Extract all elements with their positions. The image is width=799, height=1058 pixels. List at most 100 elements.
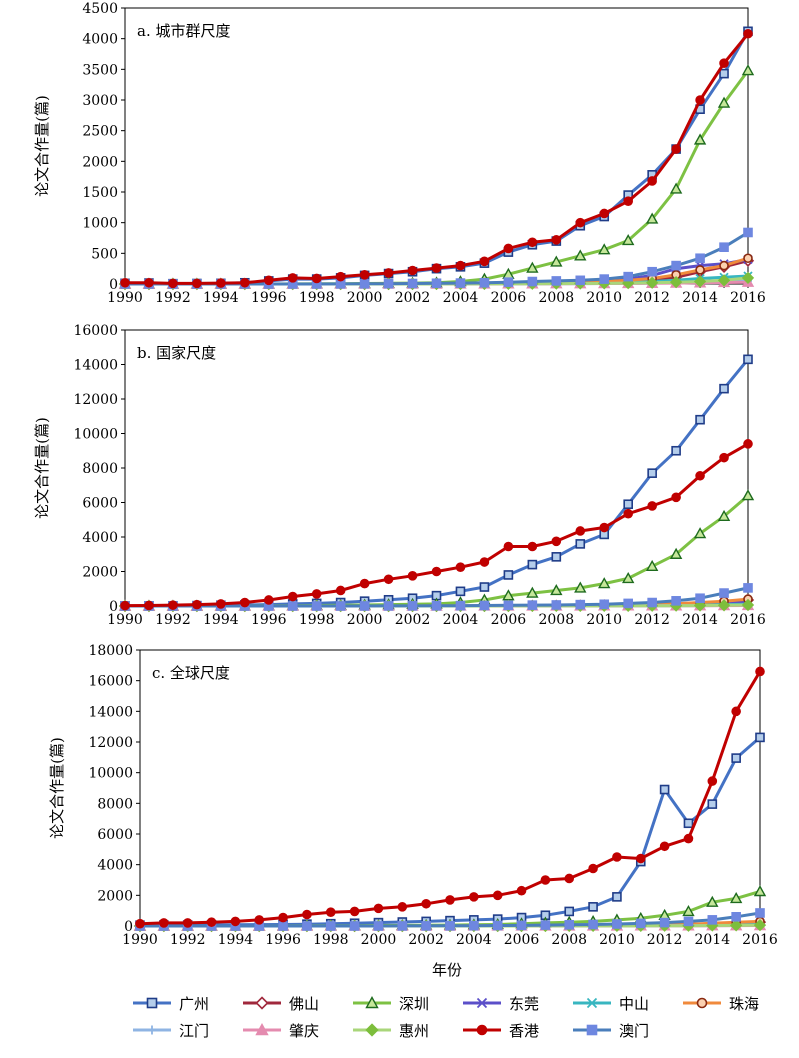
data-point [588,863,598,874]
data-point [120,600,130,611]
data-point [479,557,490,567]
panel-b: 0 2000 4000 6000 8000 10000 12000 14000 16000 199… [33,323,766,628]
data-point [730,919,743,932]
data-point [503,277,514,287]
data-point [455,600,466,611]
data-point [349,921,360,931]
data-point [263,275,274,286]
data-point [659,917,670,928]
x-tick-label: 1998 [299,290,335,306]
panel-c: 0 2000 4000 6000 8000 10000 12000 14000 16000 180… [48,643,778,948]
data-point [263,595,274,605]
y-tick-label: 12000 [73,392,118,408]
data-point [623,598,633,609]
data-point [707,799,718,809]
y-tick-label: 10000 [88,766,133,782]
y-tick-label: 8000 [97,796,133,812]
data-point [647,176,657,186]
data-point [588,902,598,912]
data-point [669,547,683,559]
data-point [503,570,514,580]
x-tick-label: 2004 [456,932,492,948]
x-tick-label: 2014 [682,612,718,628]
y-tick-label: 1000 [82,216,118,232]
data-point [469,920,479,931]
data-point [144,600,154,611]
data-point [741,489,755,501]
data-point [683,818,694,829]
y-tick-label: 6000 [82,496,118,512]
data-point [551,536,562,547]
legend-label: 广州 [179,995,209,1013]
x-tick-label: 2016 [742,932,778,948]
data-point [216,278,226,288]
data-point [311,601,322,611]
data-point [431,263,442,273]
data-point [671,492,681,503]
y-axis-label: 论文合作量(篇) [48,737,66,839]
data-point [192,278,202,289]
x-tick-label: 2008 [551,932,587,948]
y-tick-label: 4000 [97,858,133,874]
x-tick-label: 1994 [203,290,239,306]
legend-label: 东莞 [509,995,539,1013]
series-香港 [120,28,753,289]
x-tick-label: 1994 [203,612,239,628]
data-point [719,58,729,69]
data-point [755,666,765,677]
legend-label: 深圳 [399,995,429,1013]
data-point [622,234,635,246]
data-point [647,501,657,511]
data-point [551,235,562,245]
data-point [645,559,659,572]
data-point [598,577,611,589]
data-point [397,902,408,912]
x-tick-label: 1990 [107,612,143,628]
data-point [278,921,288,931]
data-point [311,589,322,599]
x-tick-label: 2000 [361,932,397,948]
data-point [612,892,622,902]
data-point [575,539,586,549]
data-point [671,260,681,271]
data-point [503,600,514,611]
legend-marker [146,997,158,1009]
data-point [144,277,154,288]
data-point [431,600,442,611]
x-tick-label: 2008 [538,612,574,628]
data-point [719,588,729,598]
data-point [407,265,418,276]
data-point [550,255,563,267]
legend-item-深圳: 深圳 [353,995,429,1013]
legend-label: 中山 [619,995,649,1013]
data-point [647,468,657,478]
data-point [527,237,538,248]
data-point [588,919,598,930]
data-point [397,921,408,931]
data-point [516,885,527,896]
legend-marker [365,1023,379,1037]
x-tick-label: 2006 [491,612,527,628]
data-point [383,574,394,585]
x-tick-label: 2010 [586,612,622,628]
x-tick-label: 1996 [265,932,301,948]
data-point [695,253,705,264]
x-tick-label: 2006 [491,290,527,306]
data-point [254,915,265,925]
data-point [455,278,466,288]
legend-marker [586,997,598,1009]
data-point [335,271,346,282]
legend-item-澳门: 澳门 [573,1022,649,1040]
x-tick-label: 1996 [251,290,287,306]
y-tick-label: 2000 [97,888,133,904]
legend-label: 佛山 [289,995,319,1013]
data-point [325,921,336,931]
x-tick-label: 2000 [347,612,383,628]
data-point [753,885,767,897]
data-point [575,275,586,286]
data-point [719,260,729,271]
data-point [373,921,384,931]
data-point [492,890,503,901]
data-point [431,278,442,289]
